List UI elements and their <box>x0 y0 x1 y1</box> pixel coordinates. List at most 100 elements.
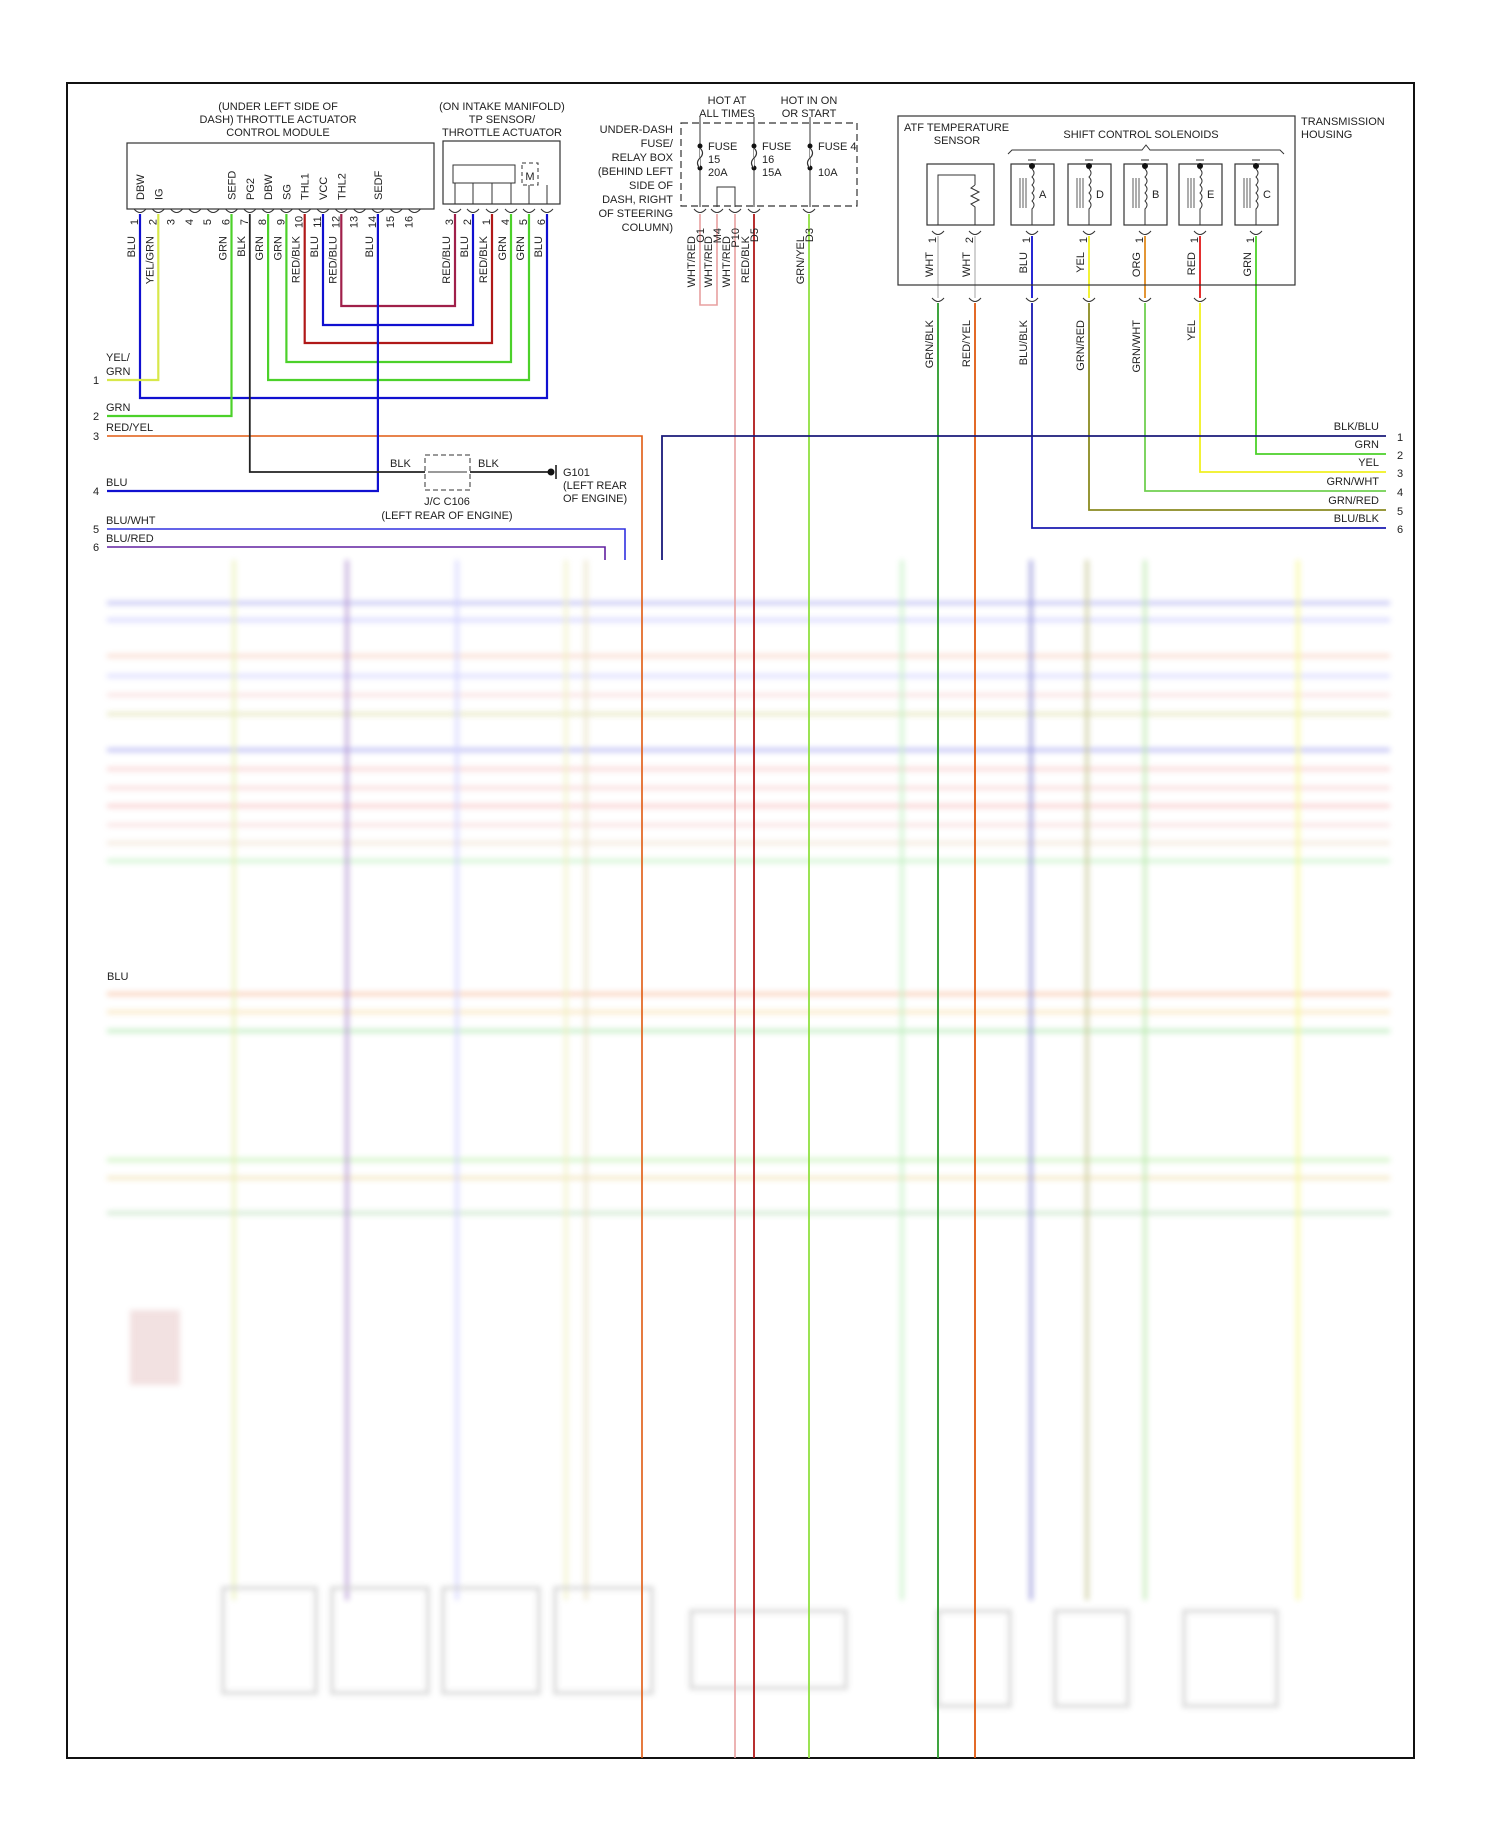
right-connector-wire-label: GRN/WHT <box>1326 476 1379 488</box>
blurred-component <box>689 1609 848 1690</box>
connector-cup-icon <box>540 208 554 213</box>
connector-cup-icon <box>243 208 257 213</box>
fuse-terminal <box>751 143 757 149</box>
fuse-box-label: FUSE/ <box>641 138 674 150</box>
fuse-number: 15 <box>708 154 720 166</box>
right-connector-pin-number: 3 <box>1397 468 1403 480</box>
solenoid-ground-icon <box>1086 163 1092 169</box>
lower-wire-label: BLU <box>107 971 128 983</box>
connector-cup-icon <box>225 208 238 213</box>
transmission-housing-box <box>897 115 1296 286</box>
solenoid-wire-label: BLU <box>1018 252 1030 273</box>
left-connector-wire-label: BLU <box>106 477 127 489</box>
ground-icon <box>547 468 555 476</box>
blurred-connector <box>130 1310 180 1385</box>
tacm-pin-number: 15 <box>385 216 397 228</box>
solenoid-coil-icon <box>1144 168 1148 225</box>
fuse-rating: 10A <box>818 167 838 179</box>
fuse-box-wire-label: WHT/RED <box>721 236 733 287</box>
solenoids-brace <box>1007 144 1285 155</box>
connector-cup-icon <box>747 208 761 213</box>
connector-cup-icon <box>968 297 982 302</box>
right-connector-wire-label: GRN <box>1355 439 1380 451</box>
diagram-frame <box>66 82 1415 1759</box>
wire-blu-loop <box>138 214 549 400</box>
tp-pin-number: 2 <box>462 219 474 225</box>
atf-sensor-label: ATF TEMPERATURE <box>904 122 1009 134</box>
hot-in-on-or-start-label: OR START <box>782 108 837 120</box>
solenoid-wire-label: GRN <box>1242 252 1254 277</box>
tacm-pin-number: 7 <box>239 219 251 225</box>
tacm-terminal-label: THL1 <box>300 173 312 200</box>
wire-blk-blu <box>661 435 1386 560</box>
connector-cup-icon <box>151 208 165 213</box>
tacm-pin-number: 2 <box>147 219 159 225</box>
fuse-icon <box>750 147 758 169</box>
tacm-wire-label: RED/BLK <box>291 235 303 283</box>
tp-pin-number: 5 <box>518 219 530 225</box>
solenoid-letter: E <box>1207 189 1214 201</box>
transmission-housing-label: TRANSMISSION <box>1301 116 1385 128</box>
connector-cup-icon <box>280 208 293 213</box>
solenoid-pin-number: 1 <box>1021 237 1033 243</box>
tp-wire-label: BLU <box>533 236 545 257</box>
solenoid-pin-number: 1 <box>1245 237 1257 243</box>
tp-wire-label: GRN <box>497 236 509 261</box>
solenoid-coil-icon <box>1088 168 1092 225</box>
fuse-terminal <box>807 143 813 149</box>
connector-cup-icon <box>693 208 707 213</box>
connector-cup-icon <box>389 208 403 213</box>
tacm-title: (UNDER LEFT SIDE OF <box>218 101 338 113</box>
fuse-name: FUSE <box>762 141 791 153</box>
solenoid-coil-icon <box>1255 168 1259 225</box>
tp-sensor-throttle-actuator <box>442 140 561 205</box>
wire-blu <box>107 214 379 493</box>
connector-cup-icon <box>485 208 499 213</box>
blurred-component <box>936 1609 1012 1708</box>
wire-blu <box>321 214 475 327</box>
fuse-box-jumper <box>716 186 736 207</box>
tacm-title: DASH) THROTTLE ACTUATOR <box>199 114 356 126</box>
connector-cup-icon <box>728 208 742 213</box>
harness-wire-label: GRN/RED <box>1075 320 1087 371</box>
fuse-box-label: (BEHIND LEFT <box>598 166 673 178</box>
solenoid-core-icon <box>1187 178 1195 208</box>
tacm-pin-number: 14 <box>367 216 379 228</box>
transmission-housing-label: HOUSING <box>1301 129 1352 141</box>
fuse-terminal <box>697 143 703 149</box>
left-connector-wire-label: GRN <box>106 402 131 414</box>
solenoid-core-icon <box>1132 178 1140 208</box>
solenoid-coil-icon <box>1199 168 1203 225</box>
atf-wire-label: WHT <box>961 252 973 277</box>
tp-wire-label: BLU <box>459 236 471 257</box>
connector-cup-icon <box>448 208 462 213</box>
tp-sensor-title: THROTTLE ACTUATOR <box>442 127 562 139</box>
tacm-terminal-label: PG2 <box>245 178 257 200</box>
left-connector-pin-number: 2 <box>93 411 99 423</box>
solenoid-ground-icon <box>1142 163 1148 169</box>
connector-cup-icon <box>931 230 945 235</box>
left-connector-pin-number: 1 <box>93 375 99 387</box>
right-connector-pin-number: 5 <box>1397 506 1403 518</box>
solenoid-core-icon <box>1076 178 1084 208</box>
connector-cup-icon <box>1193 230 1207 235</box>
tp-wire-label: RED/BLU <box>441 236 453 284</box>
connector-cup-icon <box>261 208 275 213</box>
connector-cup-icon <box>133 208 147 213</box>
tp-pin-number: 4 <box>500 219 512 225</box>
connector-cup-icon <box>353 208 366 213</box>
tacm-wire-label: YEL/GRN <box>144 236 156 284</box>
blurred-component <box>1053 1609 1130 1708</box>
left-connector-pin-number: 6 <box>93 542 99 554</box>
harness-wire-label: GRN/WHT <box>1131 320 1143 373</box>
tacm-terminal-label: SEDF <box>373 170 385 200</box>
wire-blk <box>248 214 425 473</box>
connector-cup-icon <box>466 208 480 213</box>
connector-cup-icon <box>1025 230 1039 235</box>
solenoid-ground-icon <box>1029 163 1035 169</box>
wire-grn <box>107 214 233 418</box>
tp-wire-label: GRN <box>515 236 527 261</box>
blurred-lower-section <box>107 560 1390 1708</box>
blurred-component <box>1182 1609 1279 1708</box>
